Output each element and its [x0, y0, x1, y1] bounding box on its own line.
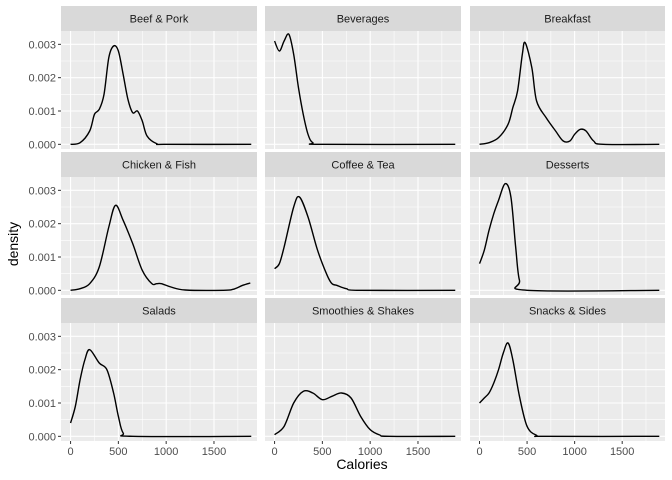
density-curve-beverages [273, 33, 456, 146]
y-tick-label: 0.001 [28, 398, 56, 410]
facet-title-breakfast: Breakfast [544, 14, 590, 26]
panel-background-salads [61, 323, 257, 441]
y-tick-label: 0.001 [28, 252, 56, 264]
panel-background-snacks-and-sides [470, 323, 665, 441]
x-tick-label: 500 [109, 446, 127, 458]
facet-beverages: Beverages [265, 6, 461, 149]
facet-salads: Salads [61, 298, 257, 441]
facet-strip-breakfast [470, 6, 665, 31]
y-tick-label: 0.003 [28, 185, 56, 197]
panel-background-breakfast [470, 31, 665, 149]
panel-background-desserts [470, 177, 665, 295]
panel-background-smoothies-and-shakes [265, 323, 461, 441]
facet-breakfast: Breakfast [470, 6, 665, 149]
facet-title-coffee-and-tea: Coffee & Tea [331, 160, 395, 172]
x-tick-label: 1500 [202, 446, 226, 458]
x-tick-label: 1000 [358, 446, 382, 458]
density-curve-coffee-and-tea [274, 195, 456, 292]
x-tick-label: 500 [518, 446, 536, 458]
density-curve-beef-and-pork [70, 44, 252, 146]
y-axis-title: density [5, 222, 21, 266]
y-tick-label: 0.002 [28, 219, 56, 231]
facet-strip-desserts [470, 152, 665, 177]
x-tick-label: 0 [476, 446, 482, 458]
x-tick-label: 1000 [562, 446, 586, 458]
panel-background-coffee-and-tea [265, 177, 461, 295]
facet-panels: Beef & Pork Beverages Breakfast Chicken & F… [61, 6, 665, 441]
x-tick-label: 500 [313, 446, 331, 458]
density-curve-smoothies-and-shakes [274, 389, 456, 438]
facet-title-beverages: Beverages [337, 14, 390, 26]
facet-strip-chicken-and-fish [61, 152, 257, 177]
facet-desserts: Desserts [470, 152, 665, 295]
y-tick-label: 0.002 [28, 73, 56, 85]
x-tick-label: 1500 [406, 446, 430, 458]
facet-beef-and-pork: Beef & Pork [61, 6, 257, 149]
facet-snacks-and-sides: Snacks & Sides [470, 298, 665, 441]
y-tick-label: 0.003 [28, 331, 56, 343]
y-tick-label: 0.000 [28, 431, 56, 443]
density-curve-desserts [478, 182, 660, 292]
facet-title-chicken-and-fish: Chicken & Fish [122, 160, 196, 172]
facet-title-smoothies-and-shakes: Smoothies & Shakes [312, 306, 415, 318]
y-tick-label: 0.001 [28, 106, 56, 118]
panel-background-chicken-and-fish [61, 177, 257, 295]
y-tick-labels: 0.000 0.001 0.002 0.003 0.000 0.001 0.002 0.003… [28, 39, 61, 443]
y-tick-label: 0.000 [28, 285, 56, 297]
density-curve-chicken-and-fish [70, 204, 251, 292]
density-curve-salads [69, 348, 252, 438]
facet-smoothies-and-shakes: Smoothies & Shakes [265, 298, 461, 441]
facet-strip-salads [61, 298, 257, 323]
panel-background-beef-and-pork [61, 31, 257, 149]
y-tick-label: 0.000 [28, 139, 56, 151]
facet-strip-coffee-and-tea [265, 152, 461, 177]
y-tick-label: 0.003 [28, 39, 56, 51]
facet-strip-snacks-and-sides [470, 298, 665, 323]
facet-title-desserts: Desserts [546, 160, 590, 172]
x-tick-label: 1000 [154, 446, 178, 458]
facet-title-beef-and-pork: Beef & Pork [130, 14, 189, 26]
facet-chicken-and-fish: Chicken & Fish [61, 152, 257, 295]
x-tick-label: 0 [67, 446, 73, 458]
facet-strip-beef-and-pork [61, 6, 257, 31]
x-tick-label: 1500 [610, 446, 634, 458]
density-curve-snacks-and-sides [479, 342, 660, 438]
facet-title-snacks-and-sides: Snacks & Sides [529, 306, 607, 318]
x-tick-labels: 0 500 1000 1500 0 500 1000 1500 0 500 1000 1500 [67, 441, 634, 458]
density-curve-breakfast [479, 41, 660, 146]
panel-background-beverages [265, 31, 461, 149]
facet-strip-beverages [265, 6, 461, 31]
facet-strip-smoothies-and-shakes [265, 298, 461, 323]
x-tick-label: 0 [271, 446, 277, 458]
facet-coffee-and-tea: Coffee & Tea [265, 152, 461, 295]
facet-title-salads: Salads [142, 306, 176, 318]
y-tick-label: 0.002 [28, 365, 56, 377]
x-axis-title: Calories [336, 456, 387, 472]
